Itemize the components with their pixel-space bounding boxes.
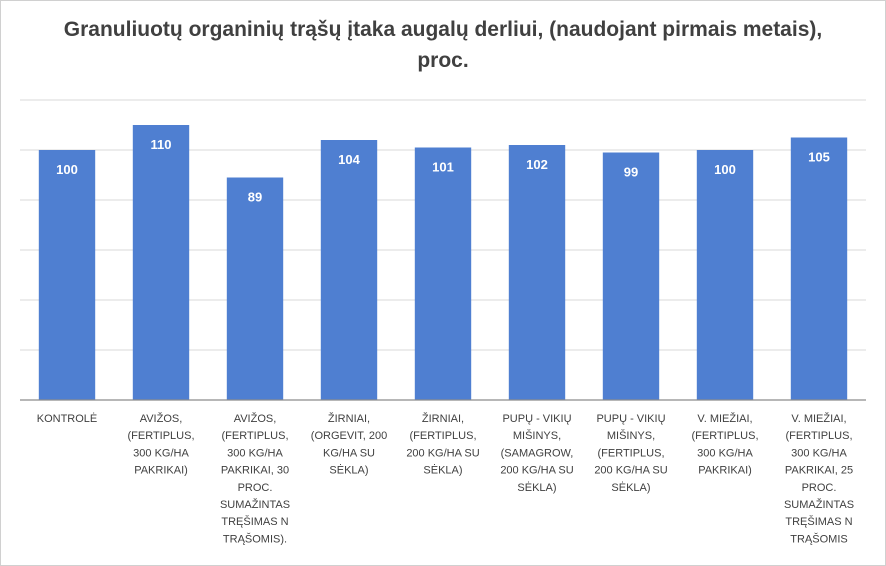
data-label: 104	[338, 152, 360, 167]
category-tick-label-line: TRĘŠIMAS N	[221, 515, 288, 528]
bar	[226, 177, 284, 400]
data-labels: 100 110 89 104 101 102 99 100 105	[56, 137, 830, 205]
category-tick-label: KONTROLĖ	[37, 412, 98, 425]
data-label: 89	[248, 190, 262, 205]
data-label: 99	[624, 165, 638, 180]
bar	[320, 140, 378, 400]
category-tick-label-line: PAKRIKAI, 30	[221, 465, 289, 477]
category-tick-label-line: SĖKLA)	[611, 481, 650, 494]
chart-title: Granuliuotų organinių trąšų įtaka augalų…	[63, 18, 823, 72]
category-tick-label-line: MIŠINYS,	[607, 429, 655, 442]
category-tick-label: PUPŲ - VIKIŲ MIŠINYS, (SAMAGROW, 200 KG/HA …	[500, 413, 573, 494]
category-tick-label-line: KG/HA SU	[323, 447, 375, 459]
category-tick-label-line: (FERTIPLUS,	[221, 430, 288, 442]
category-tick-label-line: ŽIRNIAI,	[328, 412, 370, 425]
category-tick-label-line: PUPŲ - VIKIŲ	[502, 413, 571, 425]
category-tick-label: PUPŲ - VIKIŲ MIŠINYS, (FERTIPLUS, 200 KG/HA…	[594, 413, 667, 494]
bar	[414, 147, 472, 400]
category-tick-label-line: (ORGEVIT, 200	[311, 430, 387, 442]
category-tick-label-line: AVIŽOS,	[140, 412, 183, 425]
data-label: 100	[714, 162, 736, 177]
category-tick-label-line: SĖKLA)	[329, 464, 368, 477]
category-tick-label-line: (FERTIPLUS,	[409, 430, 476, 442]
category-tick-label-line: PROC.	[802, 482, 837, 494]
bar	[602, 152, 660, 400]
data-label: 102	[526, 157, 548, 172]
category-tick-label-line: PAKRIKAI)	[134, 465, 188, 477]
category-tick-label-line: SUMAŽINTAS	[220, 498, 290, 511]
category-tick-label-line: PAKRIKAI, 25	[785, 465, 853, 477]
category-tick-label-line: SĖKLA)	[423, 464, 462, 477]
category-tick-label-line: KONTROLĖ	[37, 412, 98, 425]
category-tick-label-line: SUMAŽINTAS	[784, 498, 854, 511]
category-tick-label-line: ŽIRNIAI,	[422, 412, 464, 425]
data-label: 110	[151, 137, 172, 152]
category-tick-labels: KONTROLĖ AVIŽOS, (FERTIPLUS, 300 KG/HA PAKRI…	[37, 412, 854, 545]
category-tick-label: V. MIEŽIAI, (FERTIPLUS, 300 KG/HA PAKRIKAI,…	[784, 412, 854, 545]
category-tick-label-line: TRĄŠOMIS).	[223, 532, 287, 545]
category-tick-label-line: SĖKLA)	[517, 481, 556, 494]
data-label: 101	[432, 160, 454, 175]
data-label: 105	[808, 150, 830, 165]
category-tick-label-line: (SAMAGROW,	[501, 447, 574, 459]
category-tick-label-line: 300 KG/HA	[133, 447, 189, 459]
category-tick-label-line: PROC.	[238, 482, 273, 494]
category-tick-label-line: AVIŽOS,	[234, 412, 277, 425]
category-tick-label-line: PUPŲ - VIKIŲ	[596, 413, 665, 425]
category-tick-label-line: 300 KG/HA	[791, 447, 847, 459]
data-label: 100	[56, 162, 78, 177]
category-tick-label-line: 200 KG/HA SU	[500, 465, 573, 477]
category-tick-label-line: V. MIEŽIAI,	[697, 412, 752, 425]
category-tick-label-line: TRĄŠOMIS	[790, 532, 847, 545]
bar	[790, 137, 848, 400]
category-tick-label-line: (FERTIPLUS,	[691, 430, 758, 442]
category-tick-label-line: TRĘŠIMAS N	[785, 515, 852, 528]
bar	[38, 150, 96, 400]
category-tick-label: AVIŽOS, (FERTIPLUS, 300 KG/HA PAKRIKAI, 30 P…	[220, 412, 290, 545]
bars	[38, 125, 848, 400]
category-tick-label: V. MIEŽIAI, (FERTIPLUS, 300 KG/HA PAKRIKAI)	[691, 412, 758, 477]
bar	[696, 150, 754, 400]
bar	[508, 145, 566, 400]
category-tick-label-line: PAKRIKAI)	[698, 465, 752, 477]
category-tick-label: AVIŽOS, (FERTIPLUS, 300 KG/HA PAKRIKAI)	[127, 412, 194, 477]
category-tick-label-line: 300 KG/HA	[697, 447, 753, 459]
category-tick-label-line: V. MIEŽIAI,	[791, 412, 846, 425]
category-tick-label-line: (FERTIPLUS,	[597, 447, 664, 459]
bar	[132, 125, 190, 400]
category-tick-label-line: 200 KG/HA SU	[406, 447, 479, 459]
category-tick-label: ŽIRNIAI, (ORGEVIT, 200 KG/HA SU SĖKLA)	[311, 412, 387, 477]
category-tick-label-line: (FERTIPLUS,	[785, 430, 852, 442]
category-tick-label-line: 300 KG/HA	[227, 447, 283, 459]
category-tick-label-line: (FERTIPLUS,	[127, 430, 194, 442]
category-tick-label-line: 200 KG/HA SU	[594, 465, 667, 477]
category-tick-label: ŽIRNIAI, (FERTIPLUS, 200 KG/HA SU SĖKLA)	[406, 412, 479, 477]
category-tick-label-line: MIŠINYS,	[513, 429, 561, 442]
